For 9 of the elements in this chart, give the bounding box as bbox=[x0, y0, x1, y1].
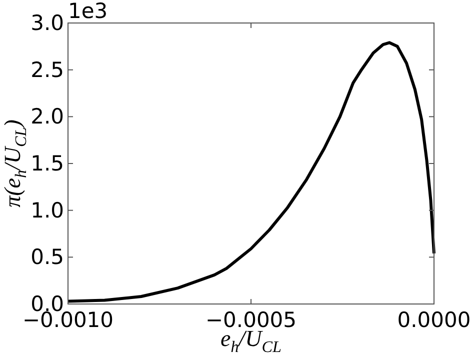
y-tick-label: 1.5 bbox=[30, 152, 64, 176]
y-tick-label: 0.5 bbox=[30, 245, 64, 270]
y-tick-label: 2.0 bbox=[30, 104, 64, 129]
y-tick-label: 1.0 bbox=[30, 198, 64, 222]
x-tick-label: 0.0000 bbox=[397, 308, 471, 332]
text: 1e3 bbox=[68, 0, 108, 23]
y-tick-label: 3.0 bbox=[30, 11, 64, 35]
y-tick-label: 2.5 bbox=[30, 58, 64, 82]
line-series bbox=[66, 41, 436, 303]
